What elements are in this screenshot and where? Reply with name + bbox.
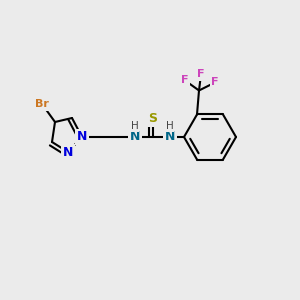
Text: Br: Br	[35, 99, 49, 109]
Text: N: N	[130, 130, 140, 143]
Text: F: F	[211, 77, 219, 88]
Text: N: N	[165, 130, 175, 143]
Text: N: N	[77, 130, 87, 143]
Text: N: N	[63, 146, 73, 158]
Text: F: F	[181, 76, 189, 85]
Text: F: F	[197, 70, 205, 80]
Text: H: H	[166, 121, 174, 131]
Text: H: H	[131, 121, 139, 131]
Text: S: S	[148, 112, 158, 125]
